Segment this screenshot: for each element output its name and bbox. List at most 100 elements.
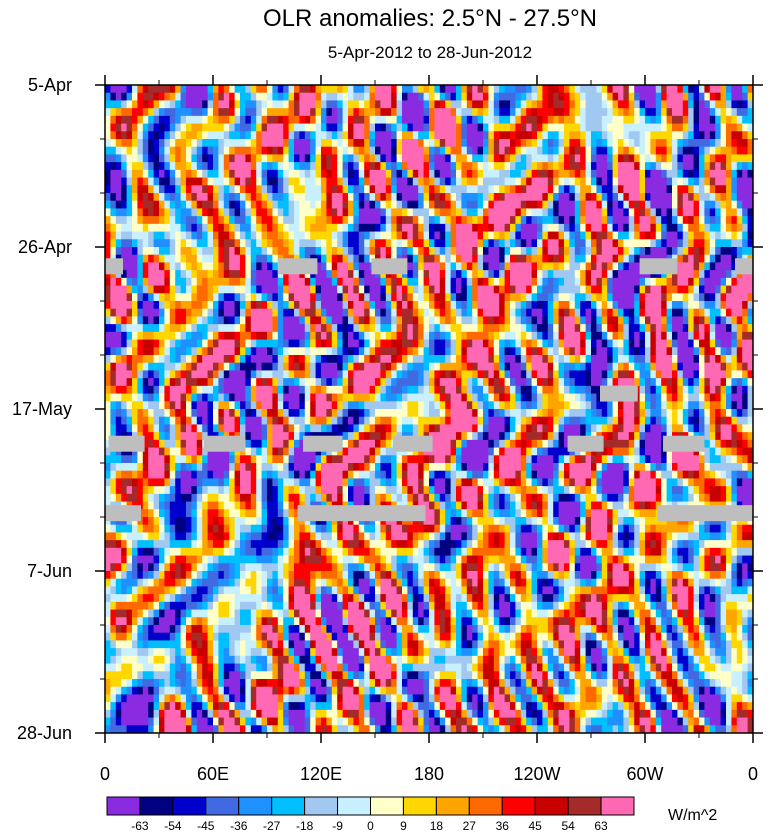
field-cell — [515, 285, 522, 294]
field-cell — [115, 193, 122, 202]
field-cell — [564, 100, 570, 109]
field-cell — [499, 324, 506, 333]
field-cell — [396, 177, 403, 186]
field-cell — [618, 308, 624, 318]
field-cell — [115, 293, 122, 302]
field-cell — [634, 362, 641, 372]
field-cell — [742, 131, 749, 140]
field-cell — [601, 285, 608, 294]
field-cell — [148, 262, 155, 271]
field-cell — [672, 223, 678, 233]
field-cell — [515, 193, 522, 202]
field-cell — [526, 200, 533, 210]
field-cell — [348, 162, 354, 171]
field-cell — [121, 362, 128, 372]
field-cell — [429, 301, 435, 310]
field-cell — [267, 308, 273, 318]
field-cell — [250, 270, 257, 279]
field-cell — [326, 316, 333, 325]
field-cell — [488, 92, 495, 102]
field-cell — [677, 324, 684, 333]
field-cell — [537, 231, 543, 240]
field-cell — [196, 216, 203, 225]
field-cell — [294, 331, 300, 341]
field-cell — [142, 270, 149, 279]
field-cell — [358, 115, 365, 125]
field-cell — [639, 308, 646, 318]
field-cell — [169, 316, 176, 325]
field-cell — [439, 154, 446, 163]
field-cell — [223, 293, 230, 302]
field-cell — [666, 100, 673, 109]
field-cell — [412, 216, 419, 225]
field-cell — [466, 177, 473, 186]
field-cell — [105, 216, 111, 225]
field-cell — [726, 308, 732, 318]
field-cell — [261, 177, 268, 186]
field-cell — [142, 301, 149, 310]
field-cell — [234, 131, 241, 140]
field-cell — [483, 123, 489, 132]
field-cell — [466, 185, 473, 194]
field-cell — [218, 169, 225, 179]
field-cell — [310, 324, 317, 333]
field-cell — [261, 308, 268, 318]
field-cell — [240, 146, 246, 156]
field-cell — [164, 100, 171, 109]
field-cell — [623, 193, 630, 202]
field-cell — [666, 139, 673, 148]
field-cell — [137, 324, 144, 333]
field-cell — [396, 285, 403, 294]
field-cell — [461, 154, 468, 163]
field-cell — [461, 285, 468, 294]
field-cell — [704, 231, 711, 240]
field-cell — [105, 378, 111, 387]
field-cell — [153, 239, 160, 248]
field-cell — [715, 293, 722, 302]
field-cell — [342, 146, 349, 156]
field-cell — [294, 355, 300, 364]
field-cell — [132, 193, 138, 202]
field-cell — [472, 262, 479, 271]
field-cell — [564, 185, 570, 194]
field-cell — [391, 223, 398, 233]
field-cell — [137, 154, 144, 163]
field-cell — [277, 378, 284, 387]
field-cell — [169, 285, 176, 294]
field-cell — [688, 85, 695, 94]
field-cell — [202, 401, 209, 410]
field-cell — [132, 231, 138, 240]
field-cell — [186, 316, 192, 325]
field-cell — [515, 308, 522, 318]
field-cell — [137, 316, 144, 325]
field-cell — [585, 115, 592, 125]
field-cell — [439, 324, 446, 333]
field-cell — [639, 231, 646, 240]
field-cell — [736, 223, 743, 233]
field-cell — [164, 370, 171, 379]
field-cell — [180, 293, 187, 302]
field-cell — [121, 247, 128, 256]
field-cell — [353, 85, 360, 94]
field-cell — [321, 393, 327, 402]
field-cell — [267, 162, 273, 171]
field-cell — [137, 339, 144, 348]
field-cell — [418, 123, 425, 132]
field-cell — [126, 193, 133, 202]
field-cell — [218, 370, 225, 379]
field-cell — [634, 169, 641, 179]
field-cell — [250, 100, 257, 109]
field-cell — [218, 115, 225, 125]
field-cell — [213, 293, 219, 302]
field-cell — [715, 247, 722, 256]
field-cell — [240, 92, 246, 102]
field-cell — [402, 355, 408, 364]
field-cell — [645, 193, 651, 202]
field-cell — [412, 347, 419, 356]
field-cell — [720, 154, 727, 163]
field-cell — [191, 169, 198, 179]
field-cell — [250, 308, 257, 318]
field-cell — [672, 154, 678, 163]
field-cell — [693, 262, 700, 271]
field-cell — [504, 169, 511, 179]
